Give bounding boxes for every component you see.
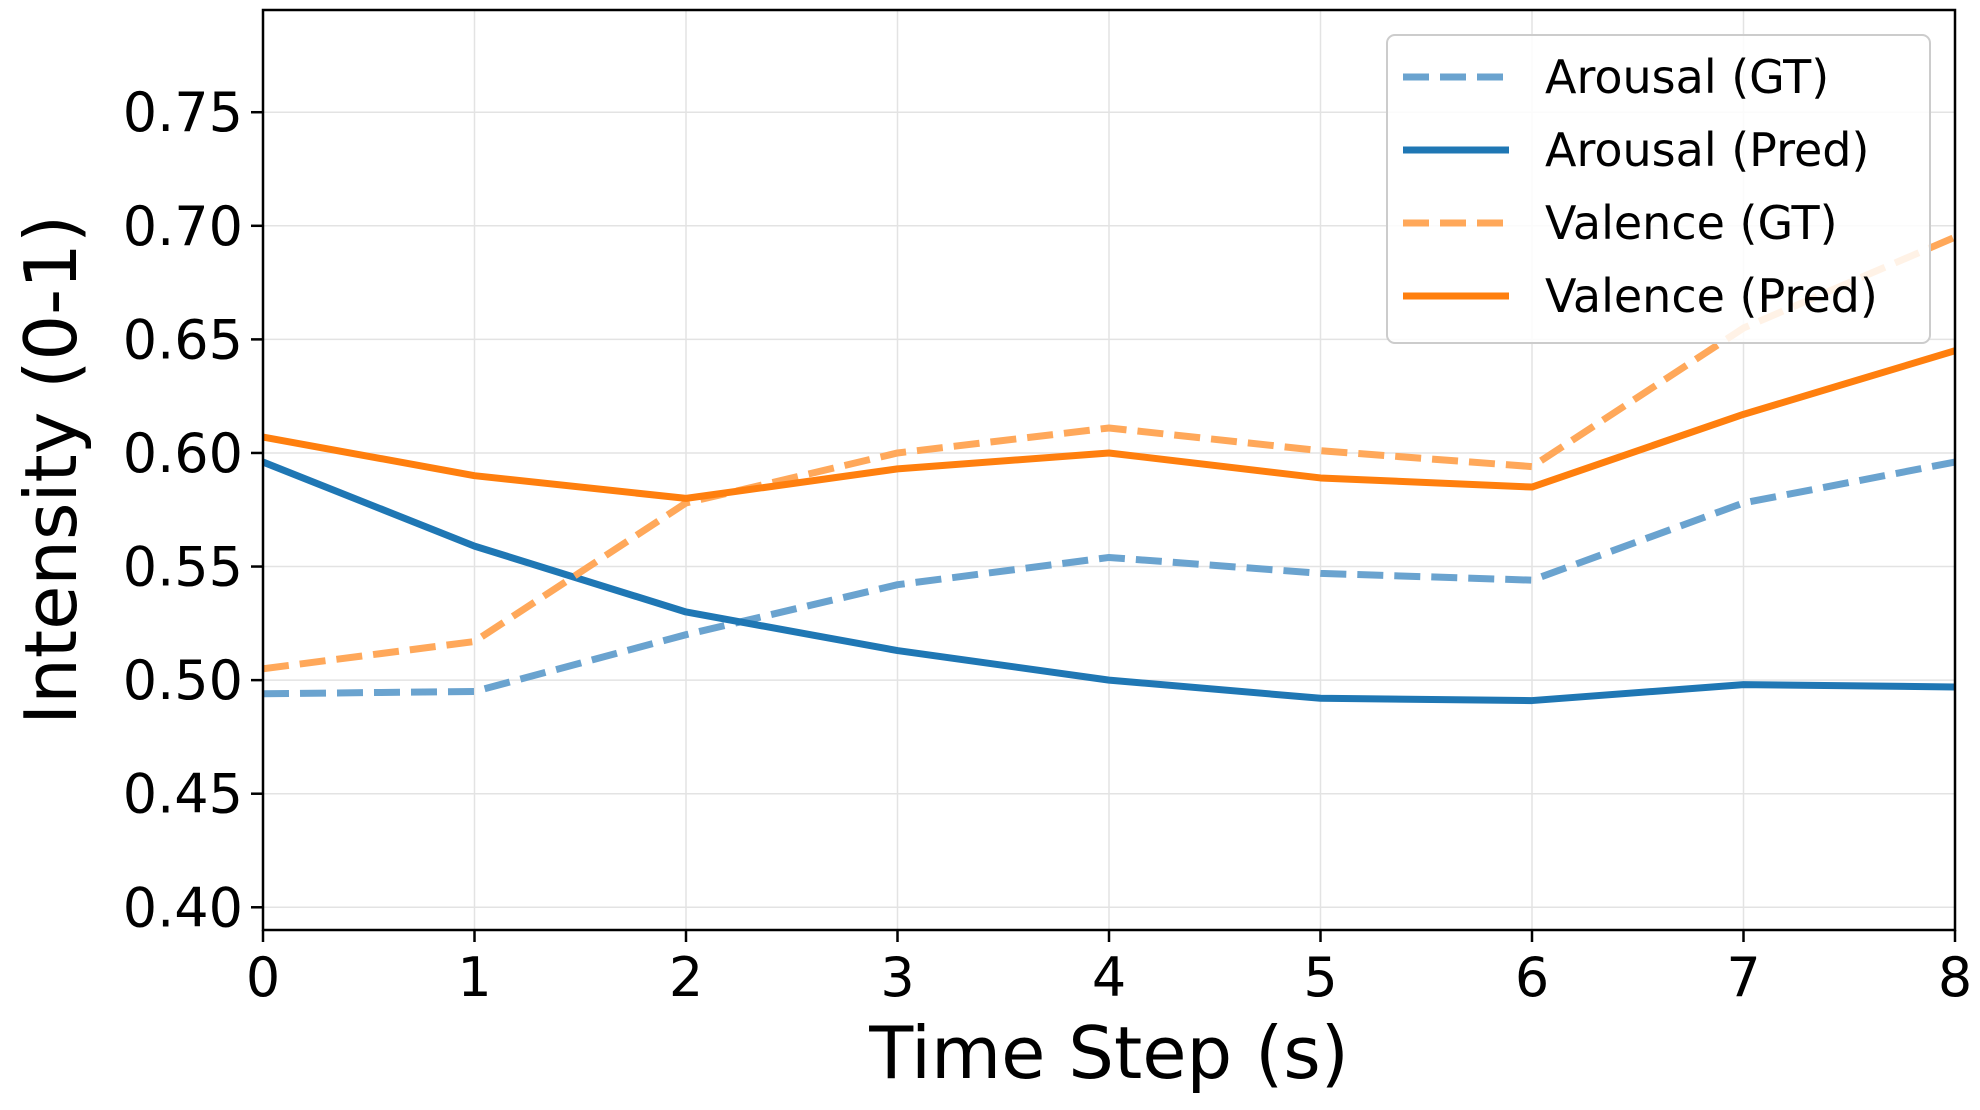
y-tick-label: 0.60 — [123, 422, 243, 485]
x-tick-label: 5 — [1303, 946, 1337, 1009]
legend-label-arousal-pred: Arousal (Pred) — [1545, 123, 1869, 177]
legend-label-valence-gt: Valence (GT) — [1545, 196, 1838, 250]
x-tick-label: 8 — [1938, 946, 1972, 1009]
y-tick-label: 0.45 — [123, 763, 243, 826]
y-tick-label: 0.40 — [123, 876, 243, 939]
x-tick-label: 0 — [246, 946, 280, 1009]
series-line-valence-gt — [263, 233, 1955, 673]
legend-label-arousal-gt: Arousal (GT) — [1545, 50, 1829, 104]
legend-label-valence-pred: Valence (Pred) — [1545, 269, 1878, 323]
x-tick-label: 4 — [1092, 946, 1126, 1009]
tick-layer: 0 1 2 3 4 5 6 7 8 0.40 0.45 0.50 0.55 0.60 0.65 0.70 0.7… — [123, 81, 1972, 1009]
x-tick-label: 1 — [457, 946, 491, 1009]
y-axis-title: Intensity (0-1) — [9, 215, 93, 725]
legend-box — [1386, 34, 1931, 344]
y-tick-label: 0.50 — [123, 649, 243, 712]
y-tick-label: 0.75 — [123, 81, 243, 144]
legend: Arousal (GT) Arousal (Pred) Valence (GT) Va… — [1386, 34, 1931, 344]
series-layer — [263, 233, 1955, 705]
y-tick-label: 0.70 — [123, 195, 243, 258]
y-tick-label: 0.55 — [123, 536, 243, 599]
series-line-arousal-gt — [263, 458, 1955, 698]
series-line-valence-pred — [263, 347, 1955, 502]
x-tick-label: 3 — [880, 946, 914, 1009]
x-tick-label: 7 — [1726, 946, 1760, 1009]
series-line-arousal-pred — [263, 458, 1955, 705]
x-tick-label: 2 — [669, 946, 703, 1009]
x-axis-title: Time Step (s) — [868, 1011, 1349, 1095]
x-tick-label: 6 — [1515, 946, 1549, 1009]
y-tick-label: 0.65 — [123, 308, 243, 371]
